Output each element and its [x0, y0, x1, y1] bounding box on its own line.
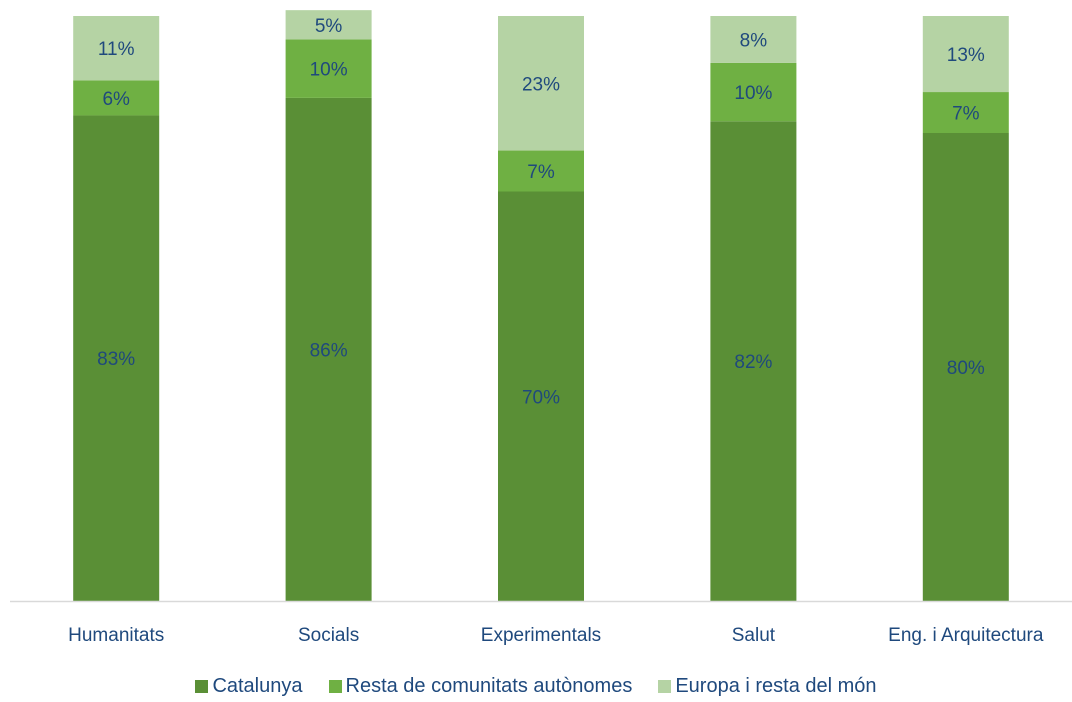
- bar-segment-eng-i-arquitectura-resta-comunitats: [922, 92, 1009, 133]
- x-tick-label-socials: Socials: [298, 625, 359, 646]
- x-tick-label-humanitats: Humanitats: [68, 625, 164, 646]
- data-label-eng-i-arquitectura-catalunya: 80%: [947, 358, 985, 379]
- data-label-salut-europa-resta-mon: 8%: [740, 30, 768, 51]
- legend-swatch-europa-resta-mon: [658, 680, 672, 693]
- bar-segment-socials-resta-comunitats: [285, 39, 372, 98]
- legend-label-resta-comunitats: Resta de comunitats autònomes: [345, 675, 633, 697]
- legend-label-europa-resta-mon: Europa i resta del món: [675, 675, 877, 697]
- data-label-socials-catalunya: 86%: [310, 340, 348, 361]
- legend: Catalunya Resta de comunitats autònomes …: [0, 675, 1072, 698]
- bar-segment-salut-resta-comunitats: [710, 62, 797, 122]
- data-label-eng-i-arquitectura-resta-comunitats: 7%: [952, 104, 980, 125]
- x-tick-label-eng-i-arquitectura: Eng. i Arquitectura: [888, 625, 1044, 646]
- bar-segment-humanitats-catalunya: [73, 115, 160, 601]
- data-label-experimentals-europa-resta-mon: 23%: [522, 74, 560, 95]
- data-label-salut-resta-comunitats: 10%: [734, 83, 772, 104]
- bar-segment-eng-i-arquitectura-europa-resta-mon: [922, 16, 1009, 93]
- data-label-humanitats-catalunya: 83%: [97, 349, 135, 370]
- legend-item-catalunya: Catalunya: [195, 675, 303, 698]
- legend-item-europa-resta-mon: Europa i resta del món: [658, 675, 877, 698]
- bar-segment-humanitats-resta-comunitats: [73, 80, 160, 116]
- x-tick-label-experimentals: Experimentals: [481, 625, 601, 646]
- x-tick-label-salut: Salut: [732, 625, 776, 646]
- bar-segment-experimentals-resta-comunitats: [498, 150, 584, 192]
- data-label-humanitats-europa-resta-mon: 11%: [98, 39, 135, 60]
- legend-swatch-catalunya: [195, 680, 209, 693]
- bar-segment-humanitats-europa-resta-mon: [73, 16, 160, 81]
- data-label-humanitats-resta-comunitats: 6%: [102, 89, 130, 110]
- data-label-salut-catalunya: 82%: [734, 352, 772, 373]
- bar-segment-eng-i-arquitectura-catalunya: [922, 133, 1009, 601]
- bar-segment-socials-catalunya: [285, 97, 372, 602]
- bar-segment-experimentals-europa-resta-mon: [498, 16, 584, 151]
- bar-segment-salut-catalunya: [710, 121, 797, 602]
- bar-segment-experimentals-catalunya: [498, 191, 584, 601]
- data-label-socials-europa-resta-mon: 5%: [315, 16, 343, 37]
- data-label-experimentals-catalunya: 70%: [522, 387, 560, 408]
- data-label-experimentals-resta-comunitats: 7%: [527, 162, 555, 183]
- data-label-socials-resta-comunitats: 10%: [310, 60, 348, 81]
- legend-swatch-resta-comunitats: [328, 680, 342, 693]
- bar-segment-socials-europa-resta-mon: [285, 10, 372, 40]
- bar-segment-salut-europa-resta-mon: [710, 16, 797, 63]
- legend-item-resta-comunitats: Resta de comunitats autònomes: [328, 675, 633, 698]
- data-label-eng-i-arquitectura-europa-resta-mon: 13%: [947, 45, 985, 66]
- legend-label-catalunya: Catalunya: [212, 675, 303, 697]
